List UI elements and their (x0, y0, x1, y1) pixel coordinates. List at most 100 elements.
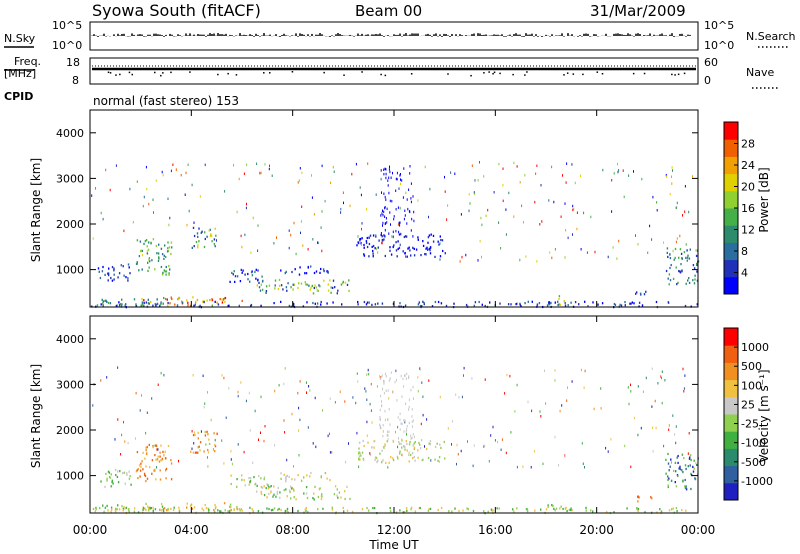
data-cell (519, 303, 521, 306)
data-cell (317, 289, 319, 292)
data-cell (417, 456, 419, 459)
data-cell (178, 506, 180, 509)
data-cell (315, 445, 317, 449)
data-cell (400, 374, 402, 378)
data-cell (505, 233, 507, 236)
data-cell (332, 165, 334, 169)
data-cell (358, 458, 360, 461)
data-cell (642, 390, 644, 393)
data-cell (542, 462, 544, 466)
nsky-panel-frame (89, 21, 699, 51)
data-cell (400, 232, 402, 236)
data-cell (500, 247, 502, 250)
data-cell (320, 300, 322, 304)
data-cell (153, 469, 155, 472)
data-cell (147, 507, 150, 510)
data-cell (217, 509, 219, 512)
data-cell (675, 206, 677, 210)
data-cell (419, 368, 421, 371)
data-cell (95, 187, 96, 190)
data-cell (667, 277, 669, 280)
data-cell (148, 258, 150, 261)
data-cell (103, 510, 105, 513)
data-cell (439, 255, 442, 258)
data-cell (277, 508, 279, 511)
nave-dot (499, 72, 501, 75)
data-cell (154, 454, 156, 457)
data-cell (357, 380, 359, 383)
data-cell (413, 446, 416, 449)
colorbar-swatch (724, 414, 738, 432)
data-cell (516, 465, 518, 469)
data-cell (190, 504, 192, 507)
data-cell (387, 430, 389, 434)
data-cell (421, 459, 423, 462)
data-cell (261, 275, 263, 278)
data-cell (214, 507, 217, 510)
data-cell (195, 451, 198, 454)
data-cell (241, 478, 243, 481)
data-cell (161, 459, 163, 462)
data-cell (580, 368, 582, 372)
data-cell (207, 465, 209, 468)
data-cell (224, 509, 226, 512)
data-cell (203, 405, 205, 409)
data-cell (221, 301, 224, 304)
data-cell (522, 465, 524, 468)
data-cell (404, 209, 406, 212)
data-cell (516, 165, 518, 168)
data-cell (214, 510, 216, 513)
data-cell (540, 415, 542, 418)
data-cell (149, 466, 151, 469)
data-cell (292, 488, 295, 491)
data-cell (146, 477, 149, 480)
data-cell (399, 221, 401, 224)
colorbar-swatch (724, 173, 738, 192)
data-cell (410, 506, 413, 509)
data-cell (241, 299, 243, 302)
data-cell (531, 409, 533, 413)
data-cell (229, 280, 231, 283)
data-cell (100, 379, 102, 382)
data-cell (519, 181, 521, 184)
data-cell (300, 282, 303, 285)
data-cell (638, 496, 640, 499)
data-cell (678, 256, 680, 259)
data-cell (576, 227, 578, 231)
data-cell (597, 303, 599, 306)
data-cell (534, 509, 536, 512)
data-cell (161, 253, 164, 256)
data-cell (145, 508, 147, 512)
data-cell (314, 485, 316, 488)
data-cell (248, 391, 250, 395)
data-cell (683, 390, 685, 393)
data-cell (380, 214, 382, 217)
data-cell (419, 304, 422, 308)
data-cell (567, 386, 568, 389)
data-cell (392, 391, 394, 394)
data-cell (379, 424, 381, 428)
data-cell (187, 301, 189, 304)
data-cell (283, 419, 285, 422)
data-cell (129, 475, 131, 478)
data-cell (636, 291, 638, 294)
y-tick-label: 3000 (56, 378, 84, 391)
data-cell (116, 508, 118, 511)
data-cell (388, 379, 390, 382)
data-cell (412, 457, 414, 460)
data-cell (467, 508, 469, 511)
data-cell (624, 304, 626, 307)
data-cell (393, 217, 395, 221)
data-cell (166, 509, 168, 512)
data-cell (645, 376, 647, 380)
data-cell (412, 385, 414, 389)
nave-dot (582, 73, 584, 76)
data-cell (311, 174, 312, 177)
data-cell (661, 401, 663, 405)
data-cell (671, 508, 673, 511)
data-cell (241, 509, 243, 512)
data-cell (498, 162, 500, 166)
data-cell (248, 483, 250, 486)
data-cell (578, 303, 580, 306)
data-cell (211, 298, 213, 301)
